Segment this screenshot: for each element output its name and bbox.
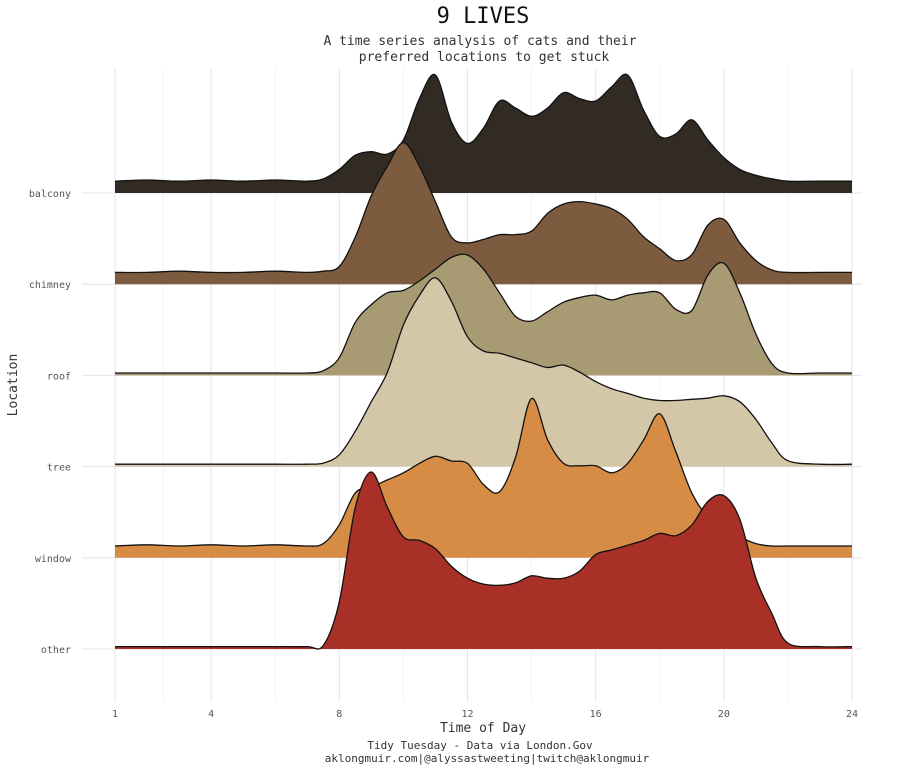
y-tick-label-roof: roof: [47, 371, 71, 382]
ridge-outline-roof: [115, 253, 852, 375]
y-tick-label-chimney: chimney: [29, 280, 71, 291]
chart-subtitle-line-1: A time series analysis of cats and their: [323, 34, 636, 49]
ridge-roof: [115, 253, 852, 376]
ridge-tree: [115, 277, 853, 467]
ridge-outline-other: [115, 471, 853, 650]
ridge-fill-window: [115, 398, 852, 558]
ridge-fill-other: [115, 472, 852, 650]
caption-line-2: aklongmuir.com|@alyssastweeting|twitch@a…: [325, 752, 650, 765]
ridges: [114, 73, 853, 650]
ridge-fill-roof: [115, 254, 852, 376]
x-tick-label-20: 20: [718, 709, 730, 720]
x-axis-tick-labels: 1 4 8 12 16 20 24: [112, 709, 858, 720]
y-tick-label-window: window: [35, 554, 72, 565]
caption-line-1: Tidy Tuesday - Data via London.Gov: [367, 739, 593, 752]
x-tick-label-12: 12: [461, 709, 473, 720]
y-axis-title: Location: [6, 354, 21, 417]
ridge-outline-balcony: [114, 73, 852, 183]
ridge-outline-tree: [115, 277, 853, 466]
ridge-outline-chimney: [114, 141, 852, 274]
ridge-fill-balcony: [115, 74, 852, 193]
x-tick-label-24: 24: [846, 709, 858, 720]
x-tick-label-4: 4: [208, 709, 214, 720]
y-tick-label-tree: tree: [47, 463, 71, 474]
chart-title: 9 LIVES: [437, 4, 530, 29]
chart-subtitle-line-2: preferred locations to get stuck: [359, 50, 610, 65]
x-tick-label-8: 8: [336, 709, 342, 720]
ridge-fill-chimney: [115, 142, 852, 285]
x-tick-label-1: 1: [112, 709, 118, 720]
y-axis-tick-labels: balcony chimney roof tree window other: [29, 189, 72, 656]
x-axis-title: Time of Day: [440, 721, 526, 736]
x-tick-label-16: 16: [590, 709, 602, 720]
y-tick-label-other: other: [41, 645, 71, 656]
ridge-balcony: [114, 73, 852, 193]
ridge-chimney: [114, 141, 852, 285]
y-tick-label-balcony: balcony: [29, 189, 71, 200]
ridge-fill-tree: [115, 277, 852, 467]
ridge-other: [115, 471, 853, 650]
